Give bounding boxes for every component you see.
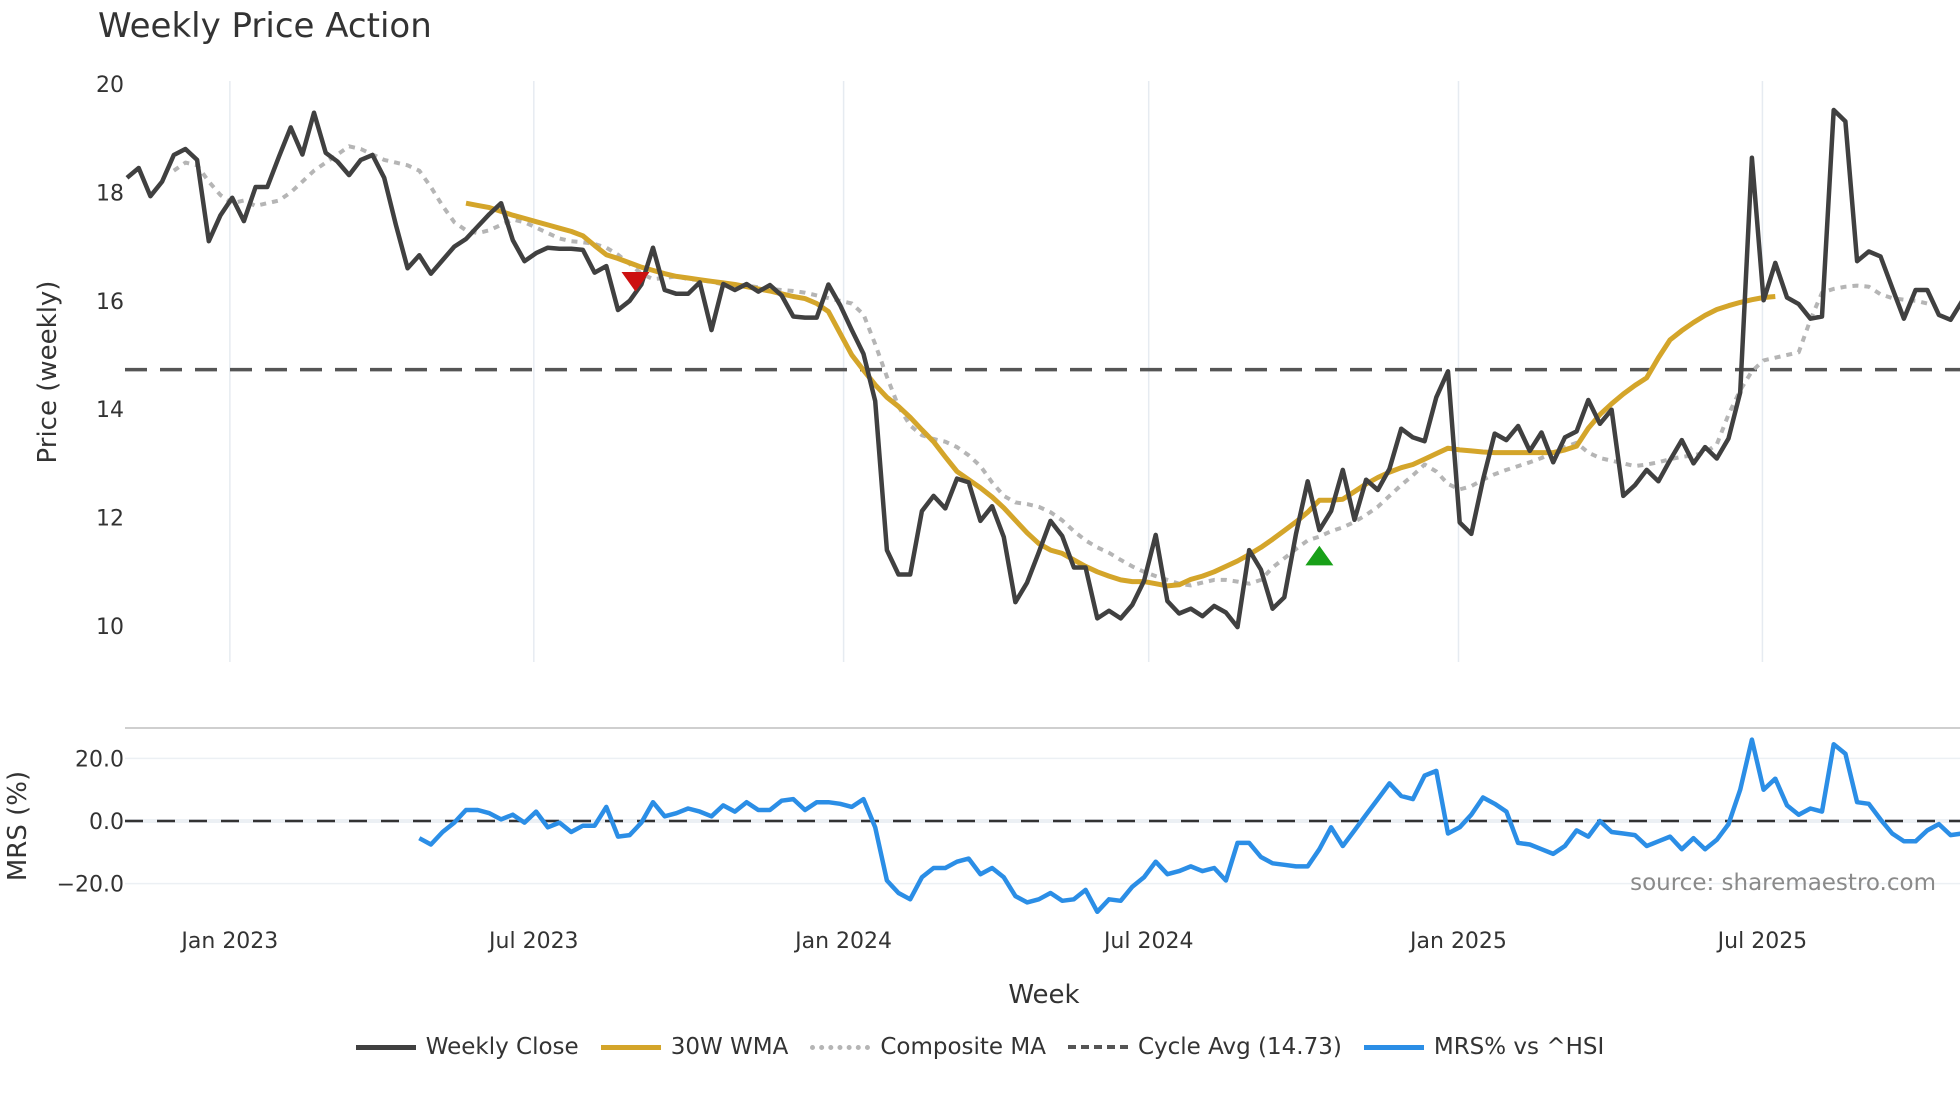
legend: Weekly Close 30W WMA Composite MA Cycle Avg… bbox=[0, 1034, 1960, 1060]
legend-item: Composite MA bbox=[810, 1034, 1046, 1060]
legend-label: MRS% vs ^HSI bbox=[1433, 1034, 1605, 1060]
price-gridlines bbox=[229, 81, 1764, 662]
y-tick-label: 16 bbox=[96, 290, 124, 315]
mrs-series bbox=[418, 737, 1960, 915]
source-note: source: sharemaestro.com bbox=[1630, 870, 1936, 896]
price-y-axis-title: Price (weekly) bbox=[33, 281, 63, 464]
legend-label: Weekly Close bbox=[425, 1034, 579, 1060]
x-tick-label: Jul 2024 bbox=[1102, 929, 1194, 954]
y-tick-label: 20 bbox=[96, 73, 124, 98]
legend-item: MRS% vs ^HSI bbox=[1363, 1034, 1605, 1060]
x-axis-title: Week bbox=[1008, 980, 1079, 1010]
legend-item: Cycle Avg (14.73) bbox=[1067, 1034, 1342, 1060]
y-tick-label: 18 bbox=[96, 181, 124, 206]
30w-wma-line bbox=[465, 200, 1776, 589]
y-tick-label: 14 bbox=[96, 398, 124, 423]
x-tick-label: Jul 2025 bbox=[1716, 929, 1808, 954]
price-series bbox=[125, 107, 1960, 630]
y-tick-label: 10 bbox=[96, 615, 124, 640]
mrs-gridlines bbox=[125, 757, 1960, 885]
x-axis-ticks: Jan 2023 Jul 2023 Jan 2024 Jul 2024 Jan 2025… bbox=[179, 929, 1807, 954]
buy-signal-icon bbox=[1305, 545, 1334, 566]
legend-label: Composite MA bbox=[880, 1034, 1046, 1060]
legend-swatch-icon bbox=[355, 1044, 416, 1050]
mrs-y-axis-title: MRS (%) bbox=[3, 771, 33, 881]
sell-signal-icon bbox=[621, 272, 650, 292]
legend-item: 30W WMA bbox=[600, 1034, 789, 1060]
legend-label: Cycle Avg (14.73) bbox=[1137, 1034, 1342, 1060]
legend-item: Weekly Close bbox=[355, 1034, 579, 1060]
legend-swatch-icon bbox=[1363, 1044, 1424, 1050]
y-tick-label: 0.0 bbox=[89, 810, 124, 835]
chart-canvas: 10 12 14 16 18 20 Price (weekly) −20.0 0.0 20.0… bbox=[3, 73, 1960, 1010]
x-tick-label: Jan 2023 bbox=[179, 929, 278, 954]
legend-swatch-icon bbox=[600, 1044, 661, 1050]
legend-swatch-icon bbox=[810, 1044, 871, 1050]
legend-swatch-icon bbox=[1067, 1045, 1128, 1049]
composite-ma-line bbox=[172, 144, 1928, 588]
x-tick-label: Jan 2024 bbox=[793, 929, 892, 954]
y-tick-label: 20.0 bbox=[75, 747, 124, 772]
x-tick-label: Jul 2023 bbox=[487, 929, 579, 954]
price-y-axis-ticks: 10 12 14 16 18 20 bbox=[96, 73, 124, 640]
y-tick-label: 12 bbox=[96, 507, 124, 532]
weekly-close-line bbox=[125, 107, 1960, 630]
chart-title: Weekly Price Action bbox=[98, 6, 432, 46]
legend-label: 30W WMA bbox=[670, 1034, 789, 1060]
mrs-y-axis-ticks: −20.0 0.0 20.0 bbox=[57, 747, 124, 897]
signal-markers bbox=[621, 272, 1334, 566]
y-tick-label: −20.0 bbox=[57, 873, 124, 898]
x-tick-label: Jan 2025 bbox=[1408, 929, 1507, 954]
mrs-line bbox=[418, 737, 1960, 915]
